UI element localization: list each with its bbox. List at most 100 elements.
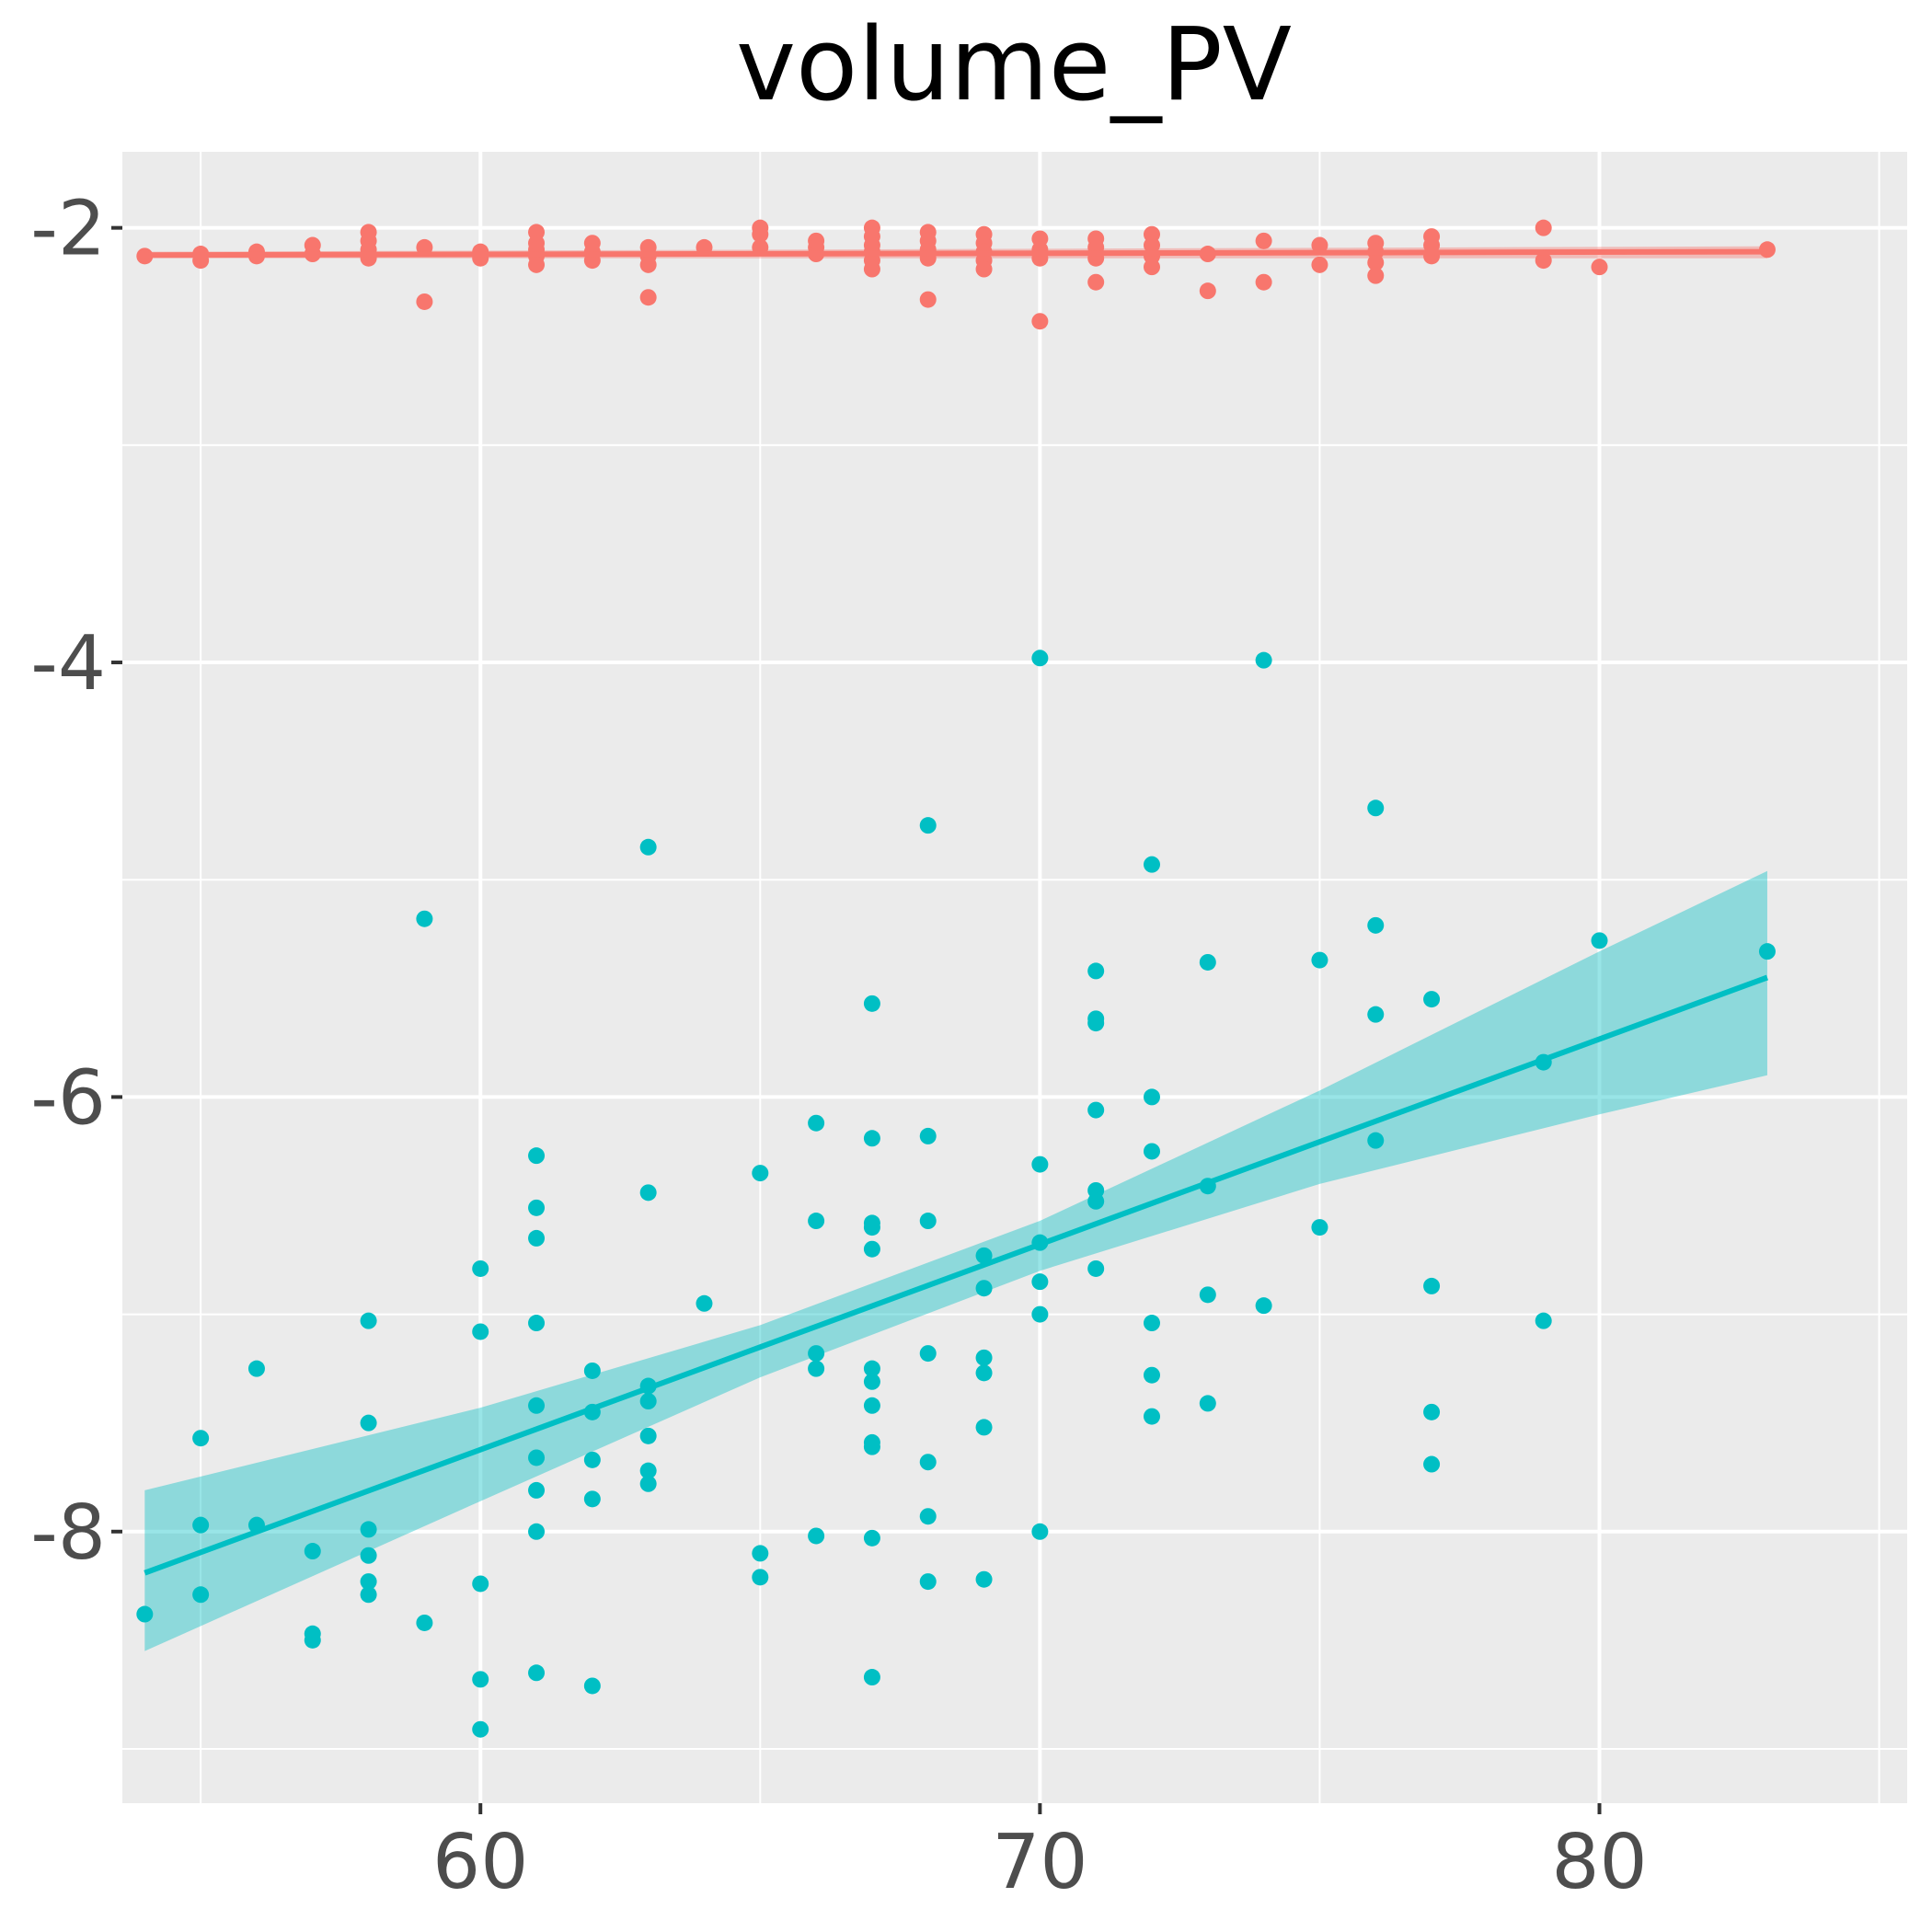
data-point-series-1 xyxy=(1591,259,1608,276)
data-point-series-1 xyxy=(863,260,880,278)
data-point-series-2 xyxy=(528,1523,546,1540)
data-point-series-1 xyxy=(975,260,993,278)
data-point-series-2 xyxy=(528,1199,546,1216)
data-point-series-2 xyxy=(583,1677,601,1695)
data-point-series-2 xyxy=(1087,1015,1105,1032)
data-point-series-2 xyxy=(528,1397,546,1414)
data-point-series-2 xyxy=(528,1229,546,1247)
data-point-series-2 xyxy=(1758,943,1776,960)
data-point-series-2 xyxy=(752,1545,769,1562)
data-point-series-2 xyxy=(1591,932,1608,949)
data-point-series-2 xyxy=(1087,1259,1105,1277)
data-point-series-2 xyxy=(360,1547,377,1564)
data-point-series-2 xyxy=(919,1127,937,1144)
data-point-series-2 xyxy=(472,1323,489,1340)
data-point-series-2 xyxy=(1367,1132,1385,1149)
data-point-series-2 xyxy=(528,1315,546,1332)
data-point-series-2 xyxy=(919,1213,937,1230)
data-point-series-2 xyxy=(639,1462,657,1479)
y-tick-label: -2 xyxy=(30,186,106,273)
data-point-series-2 xyxy=(528,1147,546,1165)
data-point-series-2 xyxy=(1087,1192,1105,1210)
data-point-series-2 xyxy=(472,1720,489,1738)
x-tick-label: 70 xyxy=(992,1819,1087,1906)
data-point-series-2 xyxy=(808,1360,825,1377)
data-point-series-1 xyxy=(1367,267,1385,284)
x-tick-label: 60 xyxy=(432,1819,528,1906)
data-point-series-2 xyxy=(1143,1088,1160,1106)
data-point-series-2 xyxy=(472,1259,489,1277)
data-point-series-2 xyxy=(1255,651,1272,669)
data-point-series-2 xyxy=(639,1184,657,1202)
data-point-series-2 xyxy=(863,1360,880,1377)
data-point-series-1 xyxy=(528,256,546,273)
data-point-series-1 xyxy=(639,289,657,306)
data-point-series-2 xyxy=(583,1451,601,1468)
y-tick-label: -6 xyxy=(30,1054,106,1142)
data-point-series-1 xyxy=(1255,273,1272,291)
data-point-series-2 xyxy=(1423,1403,1441,1420)
data-point-series-2 xyxy=(1311,1219,1328,1236)
data-point-series-2 xyxy=(975,1280,993,1297)
data-point-series-2 xyxy=(808,1213,825,1230)
data-point-series-2 xyxy=(975,1570,993,1588)
data-point-series-2 xyxy=(583,1490,601,1508)
data-point-series-2 xyxy=(1367,1006,1385,1023)
data-point-series-2 xyxy=(1031,650,1049,667)
data-point-series-2 xyxy=(1311,951,1328,969)
data-point-series-2 xyxy=(863,1669,880,1686)
plot-panel xyxy=(122,152,1907,1803)
data-point-series-2 xyxy=(639,838,657,856)
data-point-series-1 xyxy=(1199,282,1216,300)
data-point-series-2 xyxy=(1255,1297,1272,1315)
data-point-series-1 xyxy=(1143,259,1160,276)
data-point-series-2 xyxy=(1423,1455,1441,1473)
data-point-series-2 xyxy=(304,1543,321,1560)
data-point-series-2 xyxy=(639,1393,657,1410)
data-point-series-1 xyxy=(1031,313,1049,330)
data-points xyxy=(136,219,1776,1738)
data-point-series-1 xyxy=(1535,252,1552,270)
data-point-series-2 xyxy=(863,995,880,1012)
data-point-series-2 xyxy=(528,1449,546,1466)
x-tick-label: 80 xyxy=(1551,1819,1647,1906)
data-point-series-2 xyxy=(863,1240,880,1258)
data-point-series-2 xyxy=(1199,953,1216,971)
data-point-series-2 xyxy=(247,1360,265,1377)
data-point-series-2 xyxy=(528,1481,546,1499)
data-point-series-2 xyxy=(808,1527,825,1545)
data-point-series-2 xyxy=(360,1586,377,1604)
trend-lines xyxy=(144,248,1768,1576)
data-point-series-2 xyxy=(1199,1395,1216,1412)
data-point-series-2 xyxy=(360,1573,377,1591)
data-point-series-1 xyxy=(1535,219,1552,236)
data-point-series-2 xyxy=(1143,1366,1160,1384)
data-point-series-2 xyxy=(360,1521,377,1538)
data-point-series-2 xyxy=(863,1438,880,1455)
data-point-series-2 xyxy=(696,1294,713,1312)
data-point-series-2 xyxy=(919,1345,937,1363)
y-tick-label: -4 xyxy=(30,620,106,707)
trend-line-2 xyxy=(144,974,1768,1576)
data-point-series-1 xyxy=(752,225,769,243)
data-point-series-2 xyxy=(1423,1277,1441,1294)
data-point-series-2 xyxy=(919,1454,937,1471)
data-point-series-1 xyxy=(1311,236,1328,254)
data-point-series-2 xyxy=(863,1373,880,1390)
data-point-series-2 xyxy=(639,1427,657,1444)
data-point-series-2 xyxy=(472,1575,489,1593)
axes: -2 -4 -6 -8 60 70 80 xyxy=(30,186,1647,1906)
data-point-series-2 xyxy=(472,1671,489,1688)
data-point-series-2 xyxy=(192,1430,210,1447)
data-point-series-2 xyxy=(192,1586,210,1604)
confidence-band-2 xyxy=(144,870,1767,1651)
data-point-series-2 xyxy=(975,1419,993,1436)
data-point-series-2 xyxy=(304,1631,321,1649)
data-point-series-2 xyxy=(808,1345,825,1363)
data-point-series-1 xyxy=(639,256,657,273)
data-point-series-2 xyxy=(1031,1523,1049,1540)
data-point-series-2 xyxy=(863,1130,880,1147)
chart-title: volume_PV xyxy=(736,6,1292,123)
data-point-series-2 xyxy=(639,1475,657,1492)
